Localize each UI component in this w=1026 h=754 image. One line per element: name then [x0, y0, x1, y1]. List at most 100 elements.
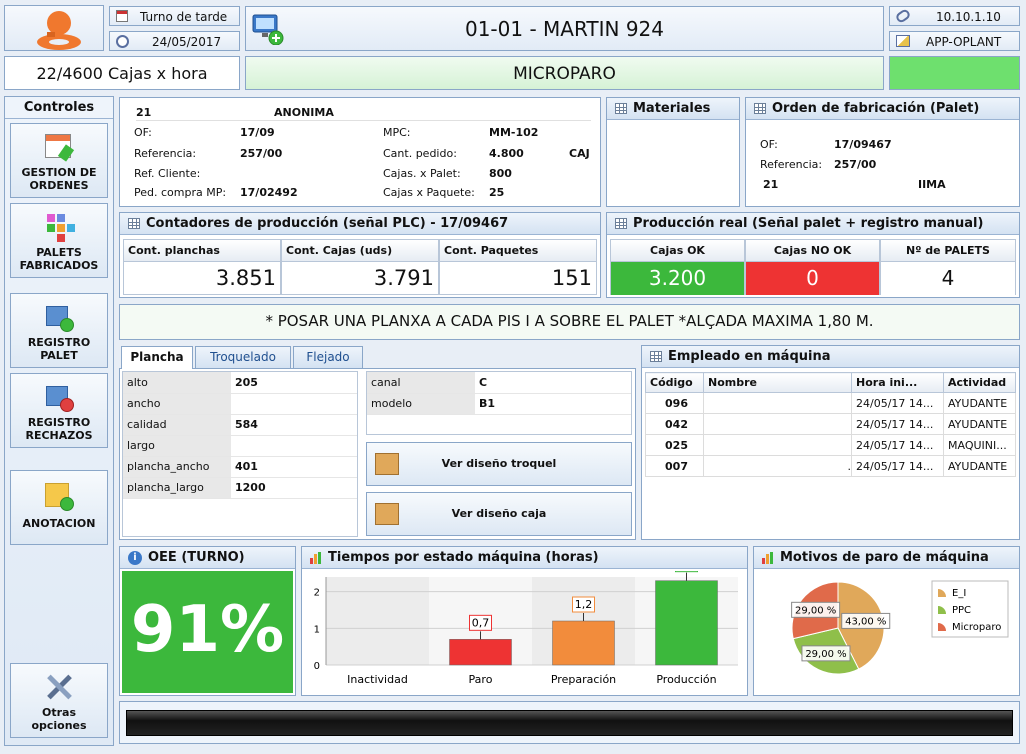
cell-actividad: AYUDANTE: [943, 455, 1016, 477]
machine-title: 01-01 - MARTIN 924: [464, 17, 665, 41]
cant-pedido-unit: CAJ: [569, 147, 590, 160]
tiempos-bar-chart: 012Inactividad0,7Paro1,2Preparación2,3Pr…: [314, 571, 738, 686]
plancha-table: alto 205 ancho calidad 584 largo plancha_ancho…: [123, 372, 357, 499]
date-box: 24/05/2017: [109, 31, 240, 51]
pie-label-box: [801, 645, 851, 662]
sidebar-item-label: ANOTACION: [22, 517, 96, 530]
sidebar-item-anotacion[interactable]: ANOTACION: [10, 470, 108, 545]
note-panel: * POSAR UNA PLANXA A CADA PIS I A SOBRE …: [119, 304, 1020, 340]
oee-panel: i OEE (TURNO) 91%: [119, 546, 296, 696]
tab-flejado[interactable]: Flejado: [293, 346, 363, 368]
bar-chart-icon: [762, 552, 776, 564]
property-value: C: [475, 372, 631, 394]
table-row[interactable]: 007. 24/05/17 14... AYUDANTE: [645, 455, 1016, 477]
y-tick-label: 2: [314, 588, 320, 599]
ver-diseno-caja-button[interactable]: Ver diseño caja: [366, 492, 632, 536]
pie-label: 43,00 %: [845, 616, 886, 627]
mpc-value: MM-102: [489, 126, 539, 139]
ver-diseno-troquel-button[interactable]: Ver diseño troquel: [366, 442, 632, 486]
sidebar-item-registro-palet[interactable]: REGISTRO PALET: [10, 293, 108, 368]
counter-value: 3.851: [215, 266, 276, 290]
col-nombre[interactable]: Nombre: [703, 372, 852, 393]
property-key: plancha_ancho: [123, 456, 231, 478]
property-key: ancho: [123, 393, 231, 415]
produccion-panel: Producción real (Señal palet + registro …: [606, 212, 1020, 298]
prod-label: Cajas OK: [611, 240, 744, 262]
empleado-title: Empleado en máquina: [668, 349, 831, 364]
col-codigo[interactable]: Código: [645, 372, 704, 393]
cell-actividad: AYUDANTE: [943, 392, 1016, 414]
prod-num-palets: Nº de PALETS 4: [880, 239, 1016, 295]
col-hora[interactable]: Hora ini...: [851, 372, 944, 393]
ip-label: 10.10.1.10: [936, 10, 1001, 24]
rate-label: 22/4600 Cajas x hora: [36, 64, 208, 83]
empleado-table: Código Nombre Hora ini... Actividad 096 2…: [645, 372, 1016, 477]
bar-chart-icon: [310, 552, 324, 564]
app-box[interactable]: APP-OPLANT: [889, 31, 1020, 51]
cant-pedido-label: Cant. pedido:: [383, 147, 457, 160]
prod-value: 0: [746, 262, 879, 295]
motivos-pie-chart: 43,00 % 29,00 % 29,00 % E_I PPC Microparo: [791, 580, 1009, 675]
status-box: MICROPARO: [245, 56, 884, 90]
property-row: canal C: [367, 372, 631, 394]
cell-hora: 24/05/17 14...: [851, 413, 944, 435]
property-key: plancha_largo: [123, 477, 231, 499]
property-value: 401: [231, 456, 357, 478]
rate-box: 22/4600 Cajas x hora: [4, 56, 240, 90]
status-label: MICROPARO: [513, 64, 616, 84]
legend-swatch: [938, 606, 946, 614]
box-remove-icon: [43, 382, 75, 412]
tools-icon: [43, 672, 75, 702]
y-tick-label: 1: [314, 624, 320, 635]
contadores-panel: Contadores de producción (señal PLC) - 1…: [119, 212, 601, 298]
button-label: Ver diseño troquel: [441, 457, 557, 470]
oee-value: 91%: [130, 593, 285, 667]
cell-codigo: 025: [645, 434, 704, 456]
property-key: largo: [123, 435, 231, 457]
property-row: alto 205: [123, 372, 357, 394]
client-code: 21: [136, 106, 152, 119]
col-actividad[interactable]: Actividad: [943, 372, 1016, 393]
table-row[interactable]: 025 24/05/17 14... MAQUINI...: [645, 434, 1016, 456]
ip-box: 10.10.1.10: [889, 6, 1020, 26]
clock-icon: [116, 35, 129, 48]
prod-label: Nº de PALETS: [881, 240, 1015, 262]
motivos-chart-panel: Motivos de paro de máquina 43,00 % 29,00 …: [753, 546, 1020, 696]
counter-label: Cont. Paquetes: [440, 240, 596, 262]
of-panel-code: 21: [763, 178, 779, 191]
box-add-icon: [43, 302, 75, 332]
referencia-value: 257/00: [240, 147, 283, 160]
property-row: largo: [123, 435, 357, 457]
data-label: 0,7: [472, 616, 490, 629]
property-row: plancha_ancho 401: [123, 456, 357, 478]
tab-troquelado[interactable]: Troquelado: [195, 346, 291, 368]
property-value: 205: [231, 372, 357, 394]
property-value: 584: [231, 414, 357, 436]
cell-hora: 24/05/17 14...: [851, 392, 944, 414]
cell-nombre: [703, 434, 852, 456]
machine-title-box: 01-01 - MARTIN 924: [245, 6, 884, 51]
tab-plancha[interactable]: Plancha: [121, 346, 193, 369]
property-row: ancho: [123, 393, 357, 415]
table-row[interactable]: 096 24/05/17 14... AYUDANTE: [645, 392, 1016, 414]
sidebar-item-palets-fabricados[interactable]: PALETS FABRICADOS: [10, 203, 108, 278]
sidebar-item-otras-opciones[interactable]: Otras opciones: [10, 663, 108, 738]
sidebar-item-gestion-ordenes[interactable]: GESTION DE ORDENES: [10, 123, 108, 198]
property-key: calidad: [123, 414, 231, 436]
referencia-label: Referencia:: [134, 147, 197, 160]
sidebar-item-registro-rechazos[interactable]: REGISTRO RECHAZOS: [10, 373, 108, 448]
counter-value: 3.791: [373, 266, 434, 290]
table-row[interactable]: 042 24/05/17 14... AYUDANTE: [645, 413, 1016, 435]
grid-icon: [754, 103, 766, 114]
logo-box: [4, 5, 104, 51]
oee-title: OEE (TURNO): [148, 550, 245, 565]
cell-nombre: .: [703, 455, 852, 477]
ref-cliente-label: Ref. Cliente:: [134, 167, 201, 180]
sidebar-item-label: PALETS FABRICADOS: [19, 246, 99, 272]
bar: [552, 620, 615, 666]
pie-label-box: [841, 612, 891, 629]
ped-compra-value: 17/02492: [240, 186, 298, 199]
bottom-bar: [119, 701, 1020, 744]
app-label: APP-OPLANT: [926, 35, 1002, 49]
